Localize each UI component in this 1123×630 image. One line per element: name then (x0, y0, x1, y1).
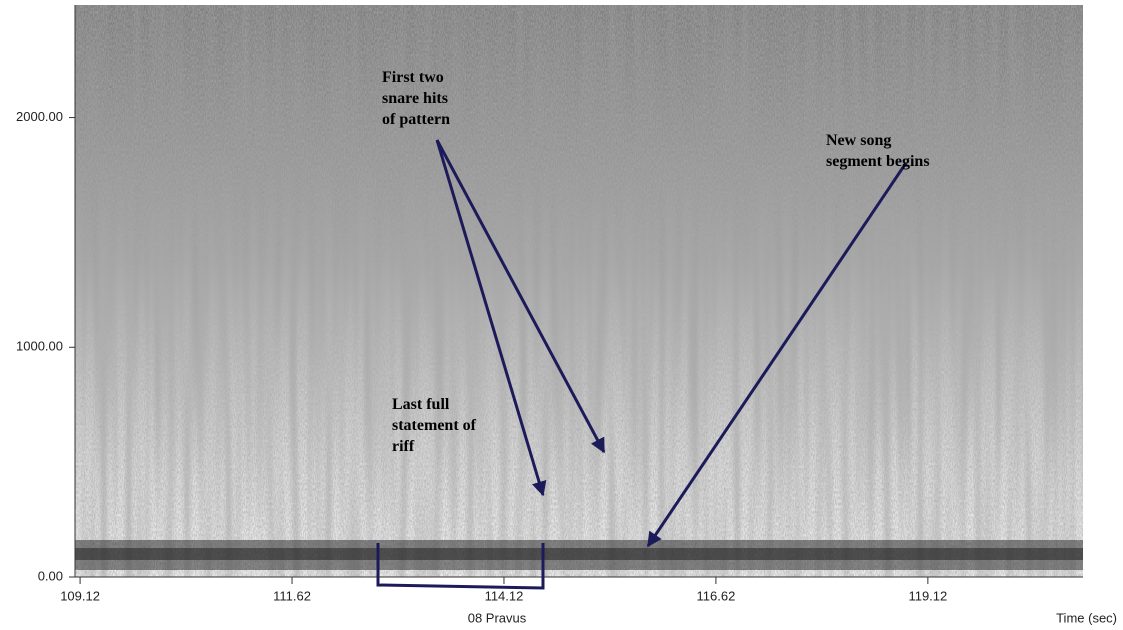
annotation: of pattern (382, 111, 450, 128)
x-tick-label: 114.12 (485, 588, 524, 603)
x-tick-label: 119.12 (908, 588, 947, 603)
y-tick-label: 2000.00 (16, 109, 63, 124)
annotation: snare hits (382, 90, 448, 107)
annotation: statement of (392, 417, 477, 434)
annotation: riff (392, 438, 415, 455)
track-label: 08 Pravus (468, 610, 527, 625)
annotation: First two (382, 69, 444, 86)
x-tick-label: 111.62 (273, 588, 311, 603)
annotation-arrows (376, 139, 908, 590)
x-tick-label: 116.62 (697, 588, 736, 603)
y-tick-label: 1000.00 (16, 339, 63, 354)
x-axis-label: Time (sec) (1056, 610, 1117, 625)
annotation: Last full (392, 396, 450, 413)
annotation: New song (826, 132, 891, 149)
x-tick-label: 109.12 (60, 588, 100, 603)
y-tick-label: 0.00 (38, 568, 63, 583)
annotation: segment begins (826, 153, 930, 170)
spectrogram (75, 5, 1083, 577)
